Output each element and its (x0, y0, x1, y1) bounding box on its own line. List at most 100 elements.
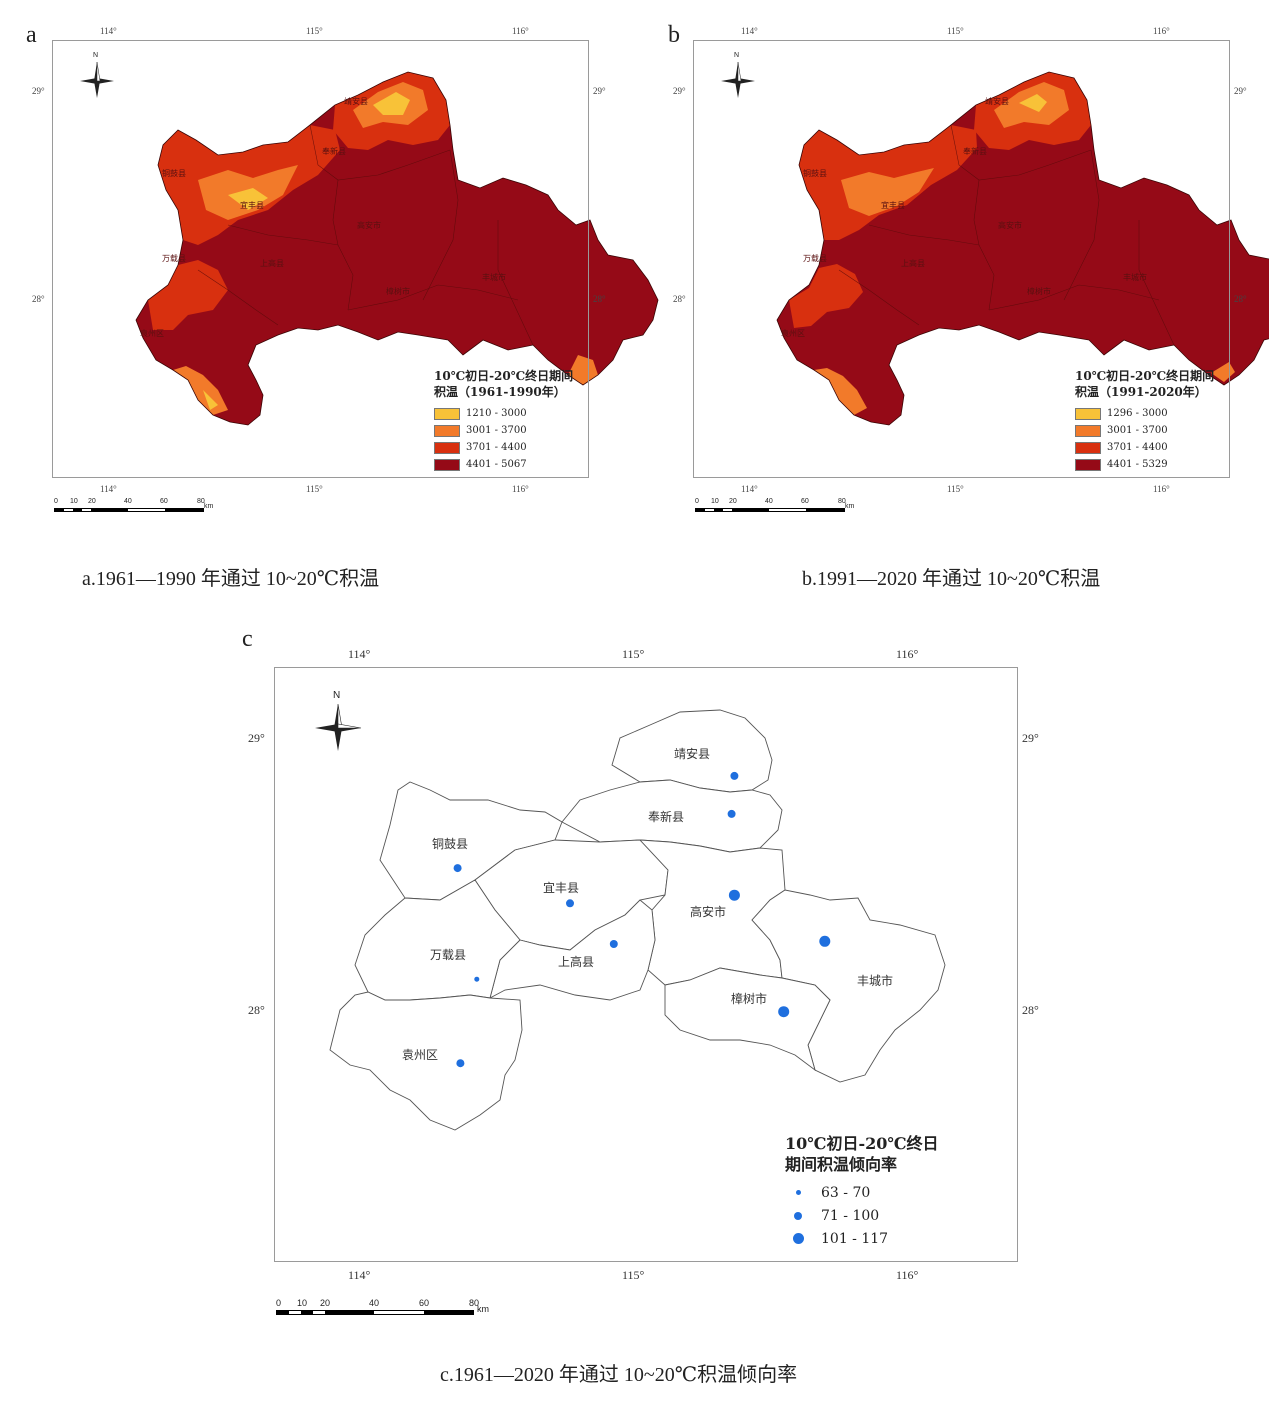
county-label: 万载县 (162, 254, 186, 263)
north-arrow-icon: N (313, 690, 363, 754)
county-label: 宜丰县 (881, 201, 905, 210)
legend-row: 1296 - 3000 (1075, 405, 1214, 422)
lat-tick-right: 29° (1022, 731, 1039, 745)
lat-tick-left: 29° (248, 731, 265, 745)
caption-a: a.1961—1990 年通过 10~20℃积温 (82, 568, 380, 590)
lat-tick-right: 28° (593, 294, 606, 304)
scale-label: 40 (124, 498, 132, 505)
scale-label: 80 (197, 498, 205, 505)
lon-tick-bottom: 116° (512, 484, 529, 494)
lon-tick-bottom: 114° (741, 484, 758, 494)
legend-dot-large (792, 1233, 804, 1244)
county-label: 丰城市 (1123, 273, 1147, 282)
station-dot (730, 771, 739, 780)
scale-label: 20 (88, 498, 96, 505)
county-label-shanggao: 上高县 (558, 955, 595, 969)
lon-tick-top: 116° (512, 26, 529, 36)
county-label-yuanzhou: 袁州区 (402, 1048, 439, 1062)
legend-row: 3701 - 4400 (1075, 439, 1214, 456)
scale-label: 60 (160, 498, 168, 505)
lon-tick-bottom: 116° (1153, 484, 1170, 494)
legend-row: 3001 - 3700 (1075, 422, 1214, 439)
county-label: 奉新县 (963, 147, 987, 156)
station-dot (474, 976, 480, 982)
legend-row: 71 - 100 (785, 1204, 939, 1227)
lon-tick-top: 115° (622, 647, 645, 661)
county-label: 樟树市 (1027, 287, 1051, 296)
legend-swatch (1075, 441, 1101, 454)
scale-unit: km (845, 503, 855, 510)
county-label: 上高县 (901, 259, 925, 268)
scale-label: 40 (765, 498, 773, 505)
scale-unit: km (477, 1304, 489, 1314)
station-dot (456, 1059, 465, 1068)
station-dot (453, 864, 462, 873)
lon-tick-top: 115° (947, 26, 964, 36)
legend-dot-small (795, 1190, 801, 1195)
station-dots (453, 771, 831, 1068)
legend-title: 10℃初日-20℃终日期间 (1075, 369, 1215, 383)
legend-label: 63 - 70 (821, 1184, 871, 1201)
legend-title: 10℃初日-20℃终日期间 (434, 369, 574, 383)
legend-row: 4401 - 5329 (1075, 456, 1214, 473)
scale-label: 80 (838, 498, 846, 505)
county-label: 奉新县 (322, 147, 346, 156)
lat-tick-left: 29° (673, 86, 686, 96)
scale-label: 80 (469, 1298, 480, 1308)
county-label-yifeng: 宜丰县 (543, 881, 580, 895)
scale-label: 60 (801, 498, 809, 505)
scale-label: 60 (419, 1298, 430, 1308)
county-label: 高安市 (998, 221, 1022, 230)
county-label: 万载县 (803, 254, 827, 263)
county-label-gaoan: 高安市 (690, 905, 727, 919)
legend-swatch (1075, 458, 1101, 471)
county-boundary-shanggao (489, 899, 656, 1001)
legend-dot-medium (794, 1211, 802, 1220)
county-label: 丰城市 (482, 273, 506, 282)
scale-bar-b: 0 10 20 40 60 80 km (695, 498, 857, 512)
station-dot (728, 889, 740, 901)
legend-swatch (1075, 424, 1101, 437)
lon-tick-bottom: 114° (100, 484, 117, 494)
county-label: 靖安县 (344, 97, 368, 106)
lat-tick-left: 28° (32, 294, 45, 304)
legend-row: 3001 - 3700 (434, 422, 573, 439)
map-b (776, 71, 1269, 426)
legend-swatch (434, 458, 460, 471)
map-frame-a (52, 40, 589, 478)
station-dot (819, 935, 831, 947)
legend-swatch (434, 441, 460, 454)
legend-a: 10℃初日-20℃终日期间 积温（1961-1990年） 1210 - 3000… (434, 368, 573, 473)
lon-tick-bottom: 115° (947, 484, 964, 494)
scale-label: 20 (729, 498, 737, 505)
lat-tick-right: 28° (1234, 294, 1247, 304)
scale-bar-a: 0 10 20 40 60 80 km (54, 498, 216, 512)
county-label: 靖安县 (985, 97, 1009, 106)
lon-tick-top: 114° (741, 26, 758, 36)
map-c (329, 709, 946, 1131)
county-label-wanzai: 万载县 (430, 948, 467, 962)
lon-tick-bottom: 115° (306, 484, 323, 494)
legend-swatch (1075, 407, 1101, 420)
lon-tick-top: 116° (896, 647, 919, 661)
scale-unit: km (204, 503, 214, 510)
county-label-fengcheng: 丰城市 (857, 974, 894, 988)
legend-label: 4401 - 5329 (1107, 459, 1168, 470)
legend-swatch (434, 424, 460, 437)
panel-letter-a: a (26, 22, 37, 48)
lon-tick-top: 116° (1153, 26, 1170, 36)
legend-label: 71 - 100 (821, 1207, 880, 1224)
legend-label: 3001 - 3700 (1107, 425, 1168, 436)
lat-tick-left: 28° (673, 294, 686, 304)
scale-label: 10 (297, 1298, 308, 1308)
county-label-jingan: 靖安县 (674, 747, 711, 761)
scale-label: 10 (70, 498, 78, 505)
lat-tick-right: 29° (593, 86, 606, 96)
scale-label: 10 (711, 498, 719, 505)
lat-tick-right: 29° (1234, 86, 1247, 96)
panel-letter-b: b (668, 22, 680, 48)
station-dot (609, 940, 618, 948)
county-label: 铜鼓县 (162, 169, 186, 178)
legend-label: 1210 - 3000 (466, 408, 527, 419)
